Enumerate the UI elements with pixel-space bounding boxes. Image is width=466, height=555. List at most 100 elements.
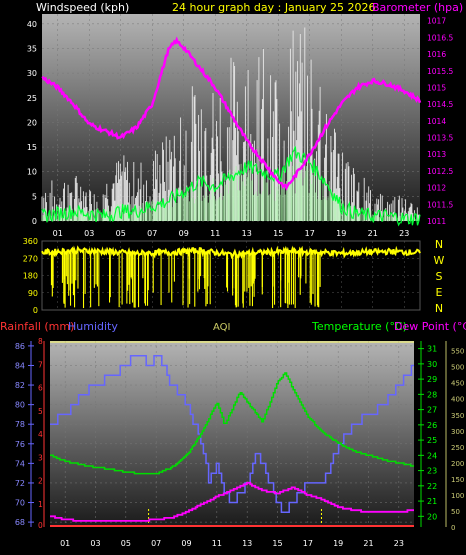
- aqi-tick: 500: [451, 364, 464, 372]
- hour-tick: 17: [303, 539, 313, 548]
- hour-tick: 11: [212, 539, 222, 548]
- windspeed-label: Windspeed (kph): [36, 1, 129, 14]
- hour-axis-top: 01 03 05 07 09 11 13 15 17 19 21 23: [53, 229, 410, 238]
- windspeed-tick: 40: [27, 20, 37, 29]
- aqi-tick: 250: [451, 444, 464, 452]
- hour-tick: 03: [84, 229, 94, 238]
- windspeed-tick: 5: [32, 192, 37, 201]
- temperature-label: Temperature (°C): [311, 320, 407, 333]
- hour-tick: 05: [121, 539, 131, 548]
- hour-tick: 09: [179, 229, 189, 238]
- temperature-tick: 20: [427, 512, 437, 521]
- wind-direction-tick: 270: [23, 254, 38, 263]
- hour-tick: 21: [368, 229, 378, 238]
- barometer-line: [41, 36, 422, 191]
- temperature-tick: 29: [427, 375, 437, 384]
- hour-tick: 11: [210, 229, 220, 238]
- hour-tick: 13: [242, 229, 252, 238]
- wind-series: [41, 36, 422, 227]
- compass-label: W: [434, 254, 445, 267]
- aqi-tick: 150: [451, 476, 464, 484]
- wind-direction-tick: 360: [23, 237, 38, 246]
- aqi-tick: 200: [451, 460, 464, 468]
- barometer-tick: 1011.5: [427, 200, 453, 209]
- temperature-tick: 23: [427, 467, 437, 476]
- rain-tick: 2: [38, 477, 43, 486]
- compass-label: N: [435, 238, 443, 251]
- humidity-tick: 82: [15, 381, 25, 390]
- windspeed-tick: 15: [27, 143, 37, 152]
- temperature-line: [50, 372, 414, 475]
- hour-tick: 07: [151, 539, 161, 548]
- temperature-tick: 30: [427, 360, 437, 369]
- windspeed-tick: 0: [32, 217, 37, 226]
- temperature-plot-area: [50, 341, 414, 527]
- wind-direction-line: [41, 245, 421, 260]
- humidity-label: Humidity: [68, 320, 118, 333]
- wind-direction-tick: 180: [23, 272, 38, 281]
- dewpoint-line: [50, 481, 414, 522]
- humidity-tick: 68: [15, 518, 25, 527]
- hour-tick: 01: [60, 539, 70, 548]
- aqi-tick: 550: [451, 348, 464, 356]
- hour-tick: 05: [116, 229, 126, 238]
- barometer-tick: 1013: [427, 150, 446, 159]
- temperature-tick: 24: [427, 451, 437, 460]
- barometer-tick: 1016: [427, 50, 446, 59]
- rainfall-label: Rainfall (mm): [0, 320, 74, 333]
- barometer-tick: 1011: [427, 217, 446, 226]
- humidity-tick: 70: [15, 499, 25, 508]
- aqi-tick: 100: [451, 492, 464, 500]
- aqi-tick: 450: [451, 380, 464, 388]
- hour-tick: 13: [242, 539, 252, 548]
- temperature-tick: 25: [427, 436, 437, 445]
- wind-direction-tick: 0: [33, 306, 38, 315]
- temperature-tick: 22: [427, 482, 437, 491]
- humidity-tick: 86: [15, 342, 25, 351]
- hour-tick: 09: [181, 539, 191, 548]
- windspeed-tick: 25: [27, 94, 37, 103]
- hour-tick: 03: [90, 539, 100, 548]
- aqi-tick: 300: [451, 428, 464, 436]
- compass-label: E: [436, 286, 443, 299]
- humidity-tick: 80: [15, 401, 25, 410]
- barometer-tick: 1013.5: [427, 134, 453, 143]
- hour-tick: 21: [363, 539, 373, 548]
- rain-tick: 0: [38, 521, 43, 530]
- humidity-tick: 76: [15, 440, 25, 449]
- aqi-tick: 0: [451, 524, 455, 532]
- hour-tick: 17: [305, 229, 315, 238]
- hour-tick: 01: [53, 229, 63, 238]
- hour-tick: 19: [333, 539, 343, 548]
- average-wind-line: [41, 146, 421, 227]
- windspeed-axis: 0 5 10 15 20 25 30 35 40: [27, 20, 37, 226]
- wind-direction-series: [41, 245, 421, 309]
- rain-tick: 8: [38, 337, 43, 346]
- rain-tick: 4: [38, 430, 43, 439]
- hour-tick: 15: [272, 539, 282, 548]
- temperature-axes: 6870727476788082848601234567820212223242…: [15, 337, 465, 532]
- barometer-tick: 1015: [427, 83, 446, 92]
- temperature-grid: [50, 341, 414, 527]
- wind-direction-axis: 0 90 180 270 360: [23, 237, 38, 315]
- humidity-tick: 78: [15, 420, 25, 429]
- temperature-tick: 31: [427, 345, 437, 354]
- temperature-tick: 21: [427, 497, 437, 506]
- hour-tick: 19: [336, 229, 346, 238]
- windspeed-tick: 20: [27, 118, 37, 127]
- humidity-tick: 84: [15, 361, 25, 370]
- rain-tick: 3: [38, 453, 43, 462]
- barometer-tick: 1017: [427, 17, 446, 26]
- humidity-tick: 74: [15, 459, 25, 468]
- aqi-tick: 350: [451, 412, 464, 420]
- windspeed-tick: 10: [27, 168, 37, 177]
- compass-label: N: [435, 302, 443, 315]
- barometer-tick: 1016.5: [427, 33, 453, 42]
- rain-tick: 5: [38, 407, 43, 416]
- barometer-tick: 1012.5: [427, 167, 453, 176]
- rain-tick: 7: [38, 360, 43, 369]
- rain-tick: 6: [38, 384, 43, 393]
- barometer-label: Barometer (hpa): [372, 1, 463, 14]
- windspeed-tick: 30: [27, 69, 37, 78]
